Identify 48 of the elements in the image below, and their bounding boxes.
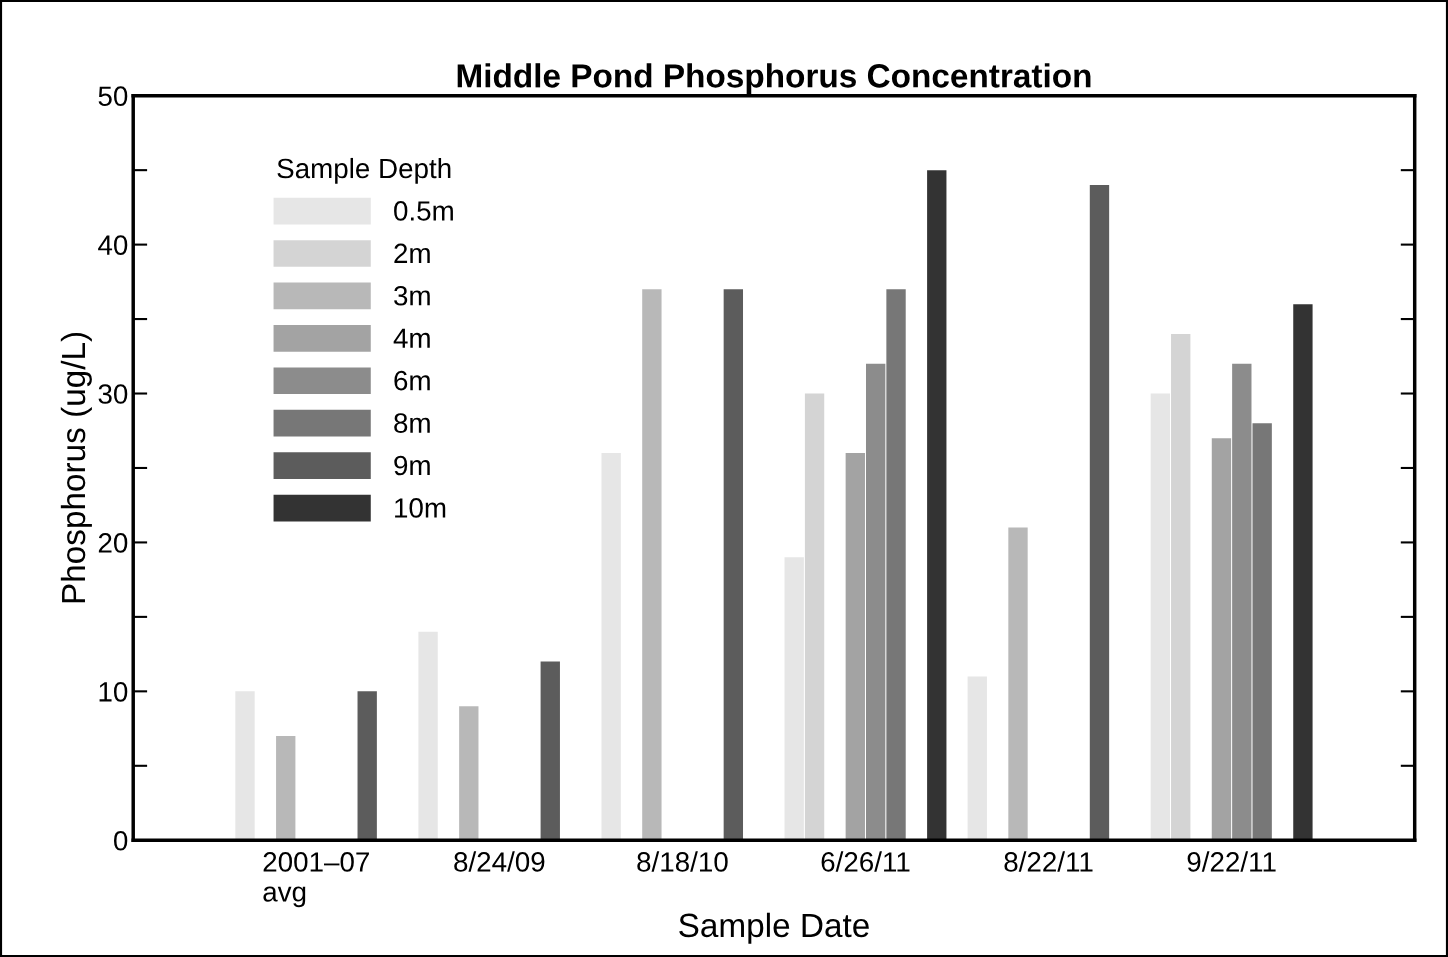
bar xyxy=(866,363,886,841)
bar xyxy=(1252,423,1272,841)
bar xyxy=(1232,363,1252,841)
x-tick-label: 9/22/11 xyxy=(1187,851,1276,872)
chart-title: Middle Pond Phosphorus Concentration xyxy=(457,63,1091,95)
bar xyxy=(1171,333,1191,841)
legend-label: 10m xyxy=(395,498,446,518)
bar xyxy=(601,453,621,841)
bar xyxy=(235,691,255,841)
bar xyxy=(357,691,377,841)
bar xyxy=(459,706,479,841)
bar xyxy=(276,736,296,841)
y-tick-label: 30 xyxy=(98,384,128,404)
bar xyxy=(723,289,744,841)
x-tick-label: 8/22/11 xyxy=(1004,851,1093,872)
x-tick-label: 8/24/09 xyxy=(454,851,545,872)
bar xyxy=(784,557,804,841)
bar xyxy=(1293,304,1313,841)
bar xyxy=(1089,185,1110,841)
bar xyxy=(1211,438,1232,841)
legend-label: 2m xyxy=(394,243,430,263)
legend-label: 4m xyxy=(393,328,430,348)
x-tick-label: 8/18/10 xyxy=(637,851,728,872)
bar xyxy=(845,453,865,841)
bar xyxy=(804,393,825,841)
y-tick-label: 0 xyxy=(113,830,128,851)
y-axis-title: Phosphorus (ug/L) xyxy=(60,332,92,603)
bar xyxy=(927,170,947,841)
bar xyxy=(967,676,987,841)
legend-label: 0.5m xyxy=(394,201,453,221)
legend-label: 6m xyxy=(394,370,430,391)
legend-label: 8m xyxy=(394,413,430,433)
y-tick-label: 40 xyxy=(98,235,128,255)
bar xyxy=(1150,393,1171,841)
y-tick-label: 50 xyxy=(98,86,128,107)
x-tick-label: 2001–07 avg xyxy=(263,852,369,908)
bar xyxy=(418,631,438,841)
legend-label: 9m xyxy=(394,455,430,476)
bar xyxy=(1008,527,1028,841)
legend-label: 3m xyxy=(394,285,430,306)
legend-title: Sample Depth xyxy=(277,157,451,184)
bar xyxy=(886,289,906,841)
y-tick-label: 10 xyxy=(99,682,128,702)
bar xyxy=(642,289,662,841)
x-tick-label: 6/26/11 xyxy=(821,851,910,872)
y-tick-label: 20 xyxy=(98,533,128,553)
bar xyxy=(540,661,560,841)
x-axis-title: Sample Date xyxy=(679,912,869,944)
